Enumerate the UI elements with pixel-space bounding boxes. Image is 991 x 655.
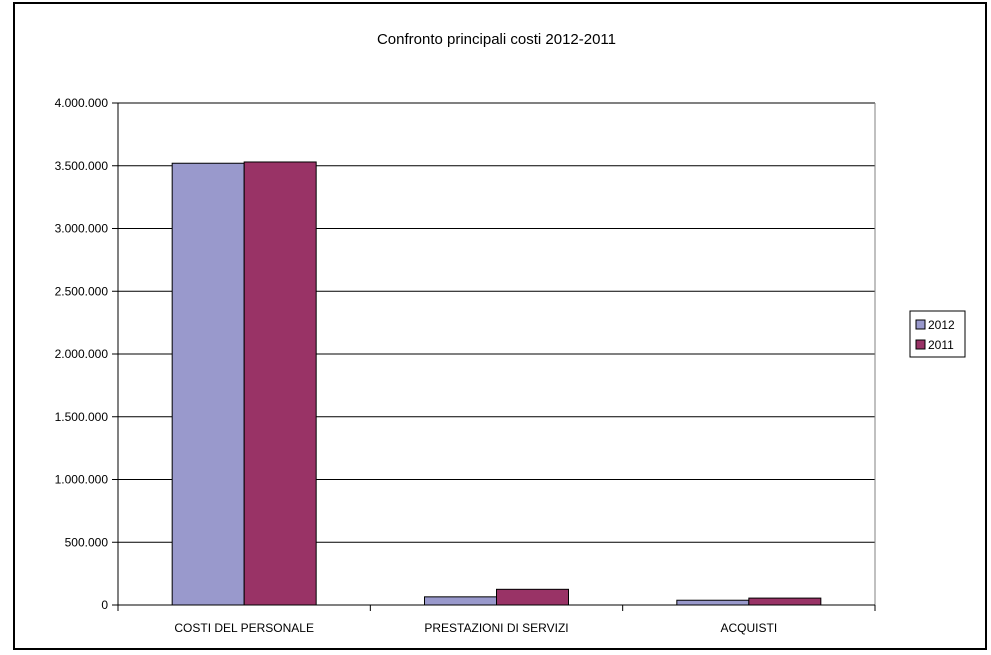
- axes: 0 500.000 1.000.000 1.500.000 2.000.000 2.500…: [55, 96, 876, 635]
- bar-2011-2: [496, 588, 569, 606]
- y-tick-label: 2.500.000: [55, 284, 109, 298]
- y-tick-label: 500.000: [65, 535, 109, 549]
- y-tick-label: 4.000.000: [55, 96, 109, 110]
- legend: 2012 2011: [909, 310, 966, 358]
- y-tick-label: 1.000.000: [55, 473, 109, 487]
- y-tick-label: 2.000.000: [55, 347, 109, 361]
- y-tick-label: 1.500.000: [55, 410, 109, 424]
- bars: [171, 161, 822, 606]
- y-tick-label: 3.000.000: [55, 222, 109, 236]
- bar-2011-3: [748, 597, 822, 606]
- chart-title: Confronto principali costi 2012-2011: [377, 31, 616, 48]
- x-category-label: ACQUISTI: [720, 621, 777, 635]
- y-tick-label: 3.500.000: [55, 159, 109, 173]
- x-category-label: PRESTAZIONI DI SERVIZI: [424, 621, 568, 635]
- bar-2012-2: [424, 596, 497, 606]
- y-tick-label: 0: [101, 598, 108, 612]
- legend-label-2011: 2011: [928, 338, 954, 352]
- legend-swatch-2012: [915, 319, 926, 330]
- x-category-label: COSTI DEL PERSONALE: [174, 621, 314, 635]
- legend-swatch-2011: [915, 339, 926, 350]
- legend-label-2012: 2012: [928, 318, 955, 332]
- bar-2012-1: [171, 162, 245, 606]
- bar-2011-1: [243, 161, 317, 606]
- bar-2012-3: [676, 599, 750, 606]
